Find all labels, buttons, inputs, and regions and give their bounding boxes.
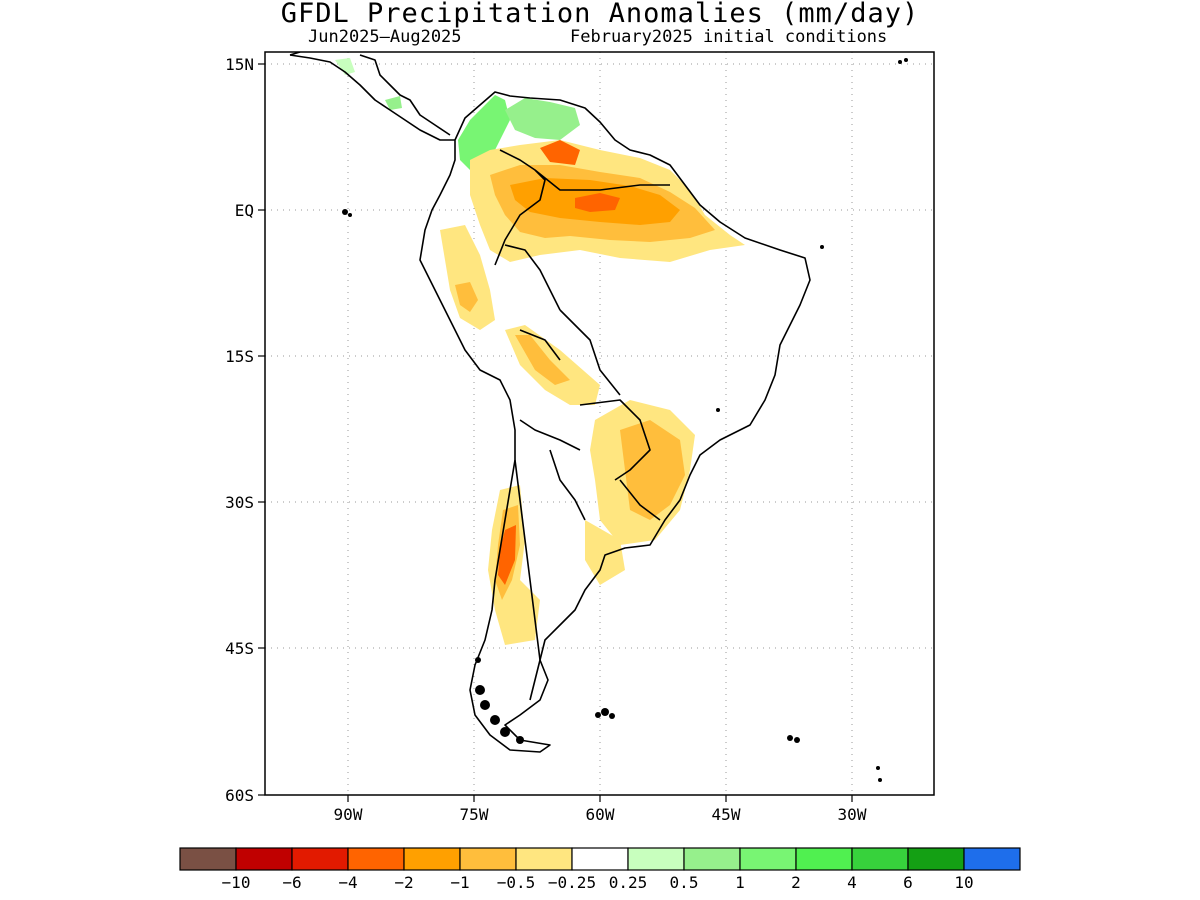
colorbar-swatch (739, 847, 797, 871)
islands (342, 58, 908, 782)
lat-label: 15S (225, 347, 254, 366)
colorbar-label: −0.25 (548, 873, 596, 892)
colorbar-swatch (907, 847, 965, 871)
forecast-period: Jun2025–Aug2025 (308, 27, 462, 47)
colorbar-label: −6 (282, 873, 301, 892)
colorbar-swatch (347, 847, 405, 871)
wet-anomaly-panama (385, 96, 402, 110)
country-borders (494, 149, 670, 701)
colorbar-label: 0.5 (670, 873, 699, 892)
wet-anomaly-venezuela (505, 98, 580, 140)
lat-label: 45S (225, 639, 254, 658)
south-america-coast (419, 91, 811, 753)
lon-label: 30W (838, 805, 867, 824)
colorbar-swatch (403, 847, 461, 871)
dry-anomaly-peru (440, 225, 495, 330)
colorbar-label: −4 (338, 873, 357, 892)
lon-label: 60W (586, 805, 615, 824)
colorbar-swatch (627, 847, 685, 871)
colorbar-swatch (683, 847, 741, 871)
dry-anomaly-paraguay-inner (620, 420, 685, 520)
central-america-coast (289, 54, 455, 141)
lon-label: 45W (712, 805, 741, 824)
dry-anomaly-venezuela (540, 140, 580, 165)
colorbar-swatch (459, 847, 517, 871)
colorbar-label: −0.5 (497, 873, 536, 892)
colorbar-swatch (795, 847, 853, 871)
lon-label: 90W (334, 805, 363, 824)
wet-anomaly-colombia (458, 95, 510, 170)
latitude-labels: 15N EQ 15S 30S 45S 60S (225, 55, 254, 805)
colorbar-swatch (571, 847, 629, 871)
colorbar-label: 0.25 (609, 873, 648, 892)
colorbar-swatch (291, 847, 349, 871)
dry-anomaly-argentina-ne (585, 520, 625, 585)
colorbar-swatch (963, 847, 1021, 871)
coastlines (289, 52, 811, 753)
colorbar-label: 4 (847, 873, 857, 892)
longitude-labels: 90W 75W 60W 45W 30W (334, 805, 867, 824)
dry-anomaly-chile-core (498, 525, 516, 585)
colorbar-label: −1 (450, 873, 469, 892)
colorbar-label: 1 (735, 873, 745, 892)
lat-label: 60S (225, 786, 254, 805)
colorbar-label: −2 (394, 873, 413, 892)
lat-label: 15N (225, 55, 254, 74)
lat-label: EQ (235, 201, 254, 220)
lon-label: 75W (460, 805, 489, 824)
dry-anomaly-peru-inner (455, 282, 478, 312)
colorbar-label: 10 (954, 873, 973, 892)
colorbar-label: 2 (791, 873, 801, 892)
colorbar-swatch (235, 847, 293, 871)
colorbar-swatch (851, 847, 909, 871)
colorbar-swatch (179, 847, 237, 871)
colorbar-label: −10 (222, 873, 251, 892)
map-title: GFDL Precipitation Anomalies (mm/day) (280, 0, 920, 29)
wet-anomaly-central-america (335, 58, 355, 75)
precip-anomaly-shading (335, 58, 745, 645)
colorbar: −10 −6 −4 −2 −1 −0.5 −0.25 0.25 0.5 1 2 4 6 10 (179, 847, 1021, 892)
colorbar-label: 6 (903, 873, 913, 892)
dry-anomaly-bolivia-inner (515, 335, 570, 385)
lat-label: 30S (225, 493, 254, 512)
initial-conditions: February2025 initial conditions (570, 27, 888, 47)
axis-ticks (258, 63, 853, 802)
dry-anomaly-amazon-core (575, 193, 620, 212)
colorbar-swatch (515, 847, 573, 871)
